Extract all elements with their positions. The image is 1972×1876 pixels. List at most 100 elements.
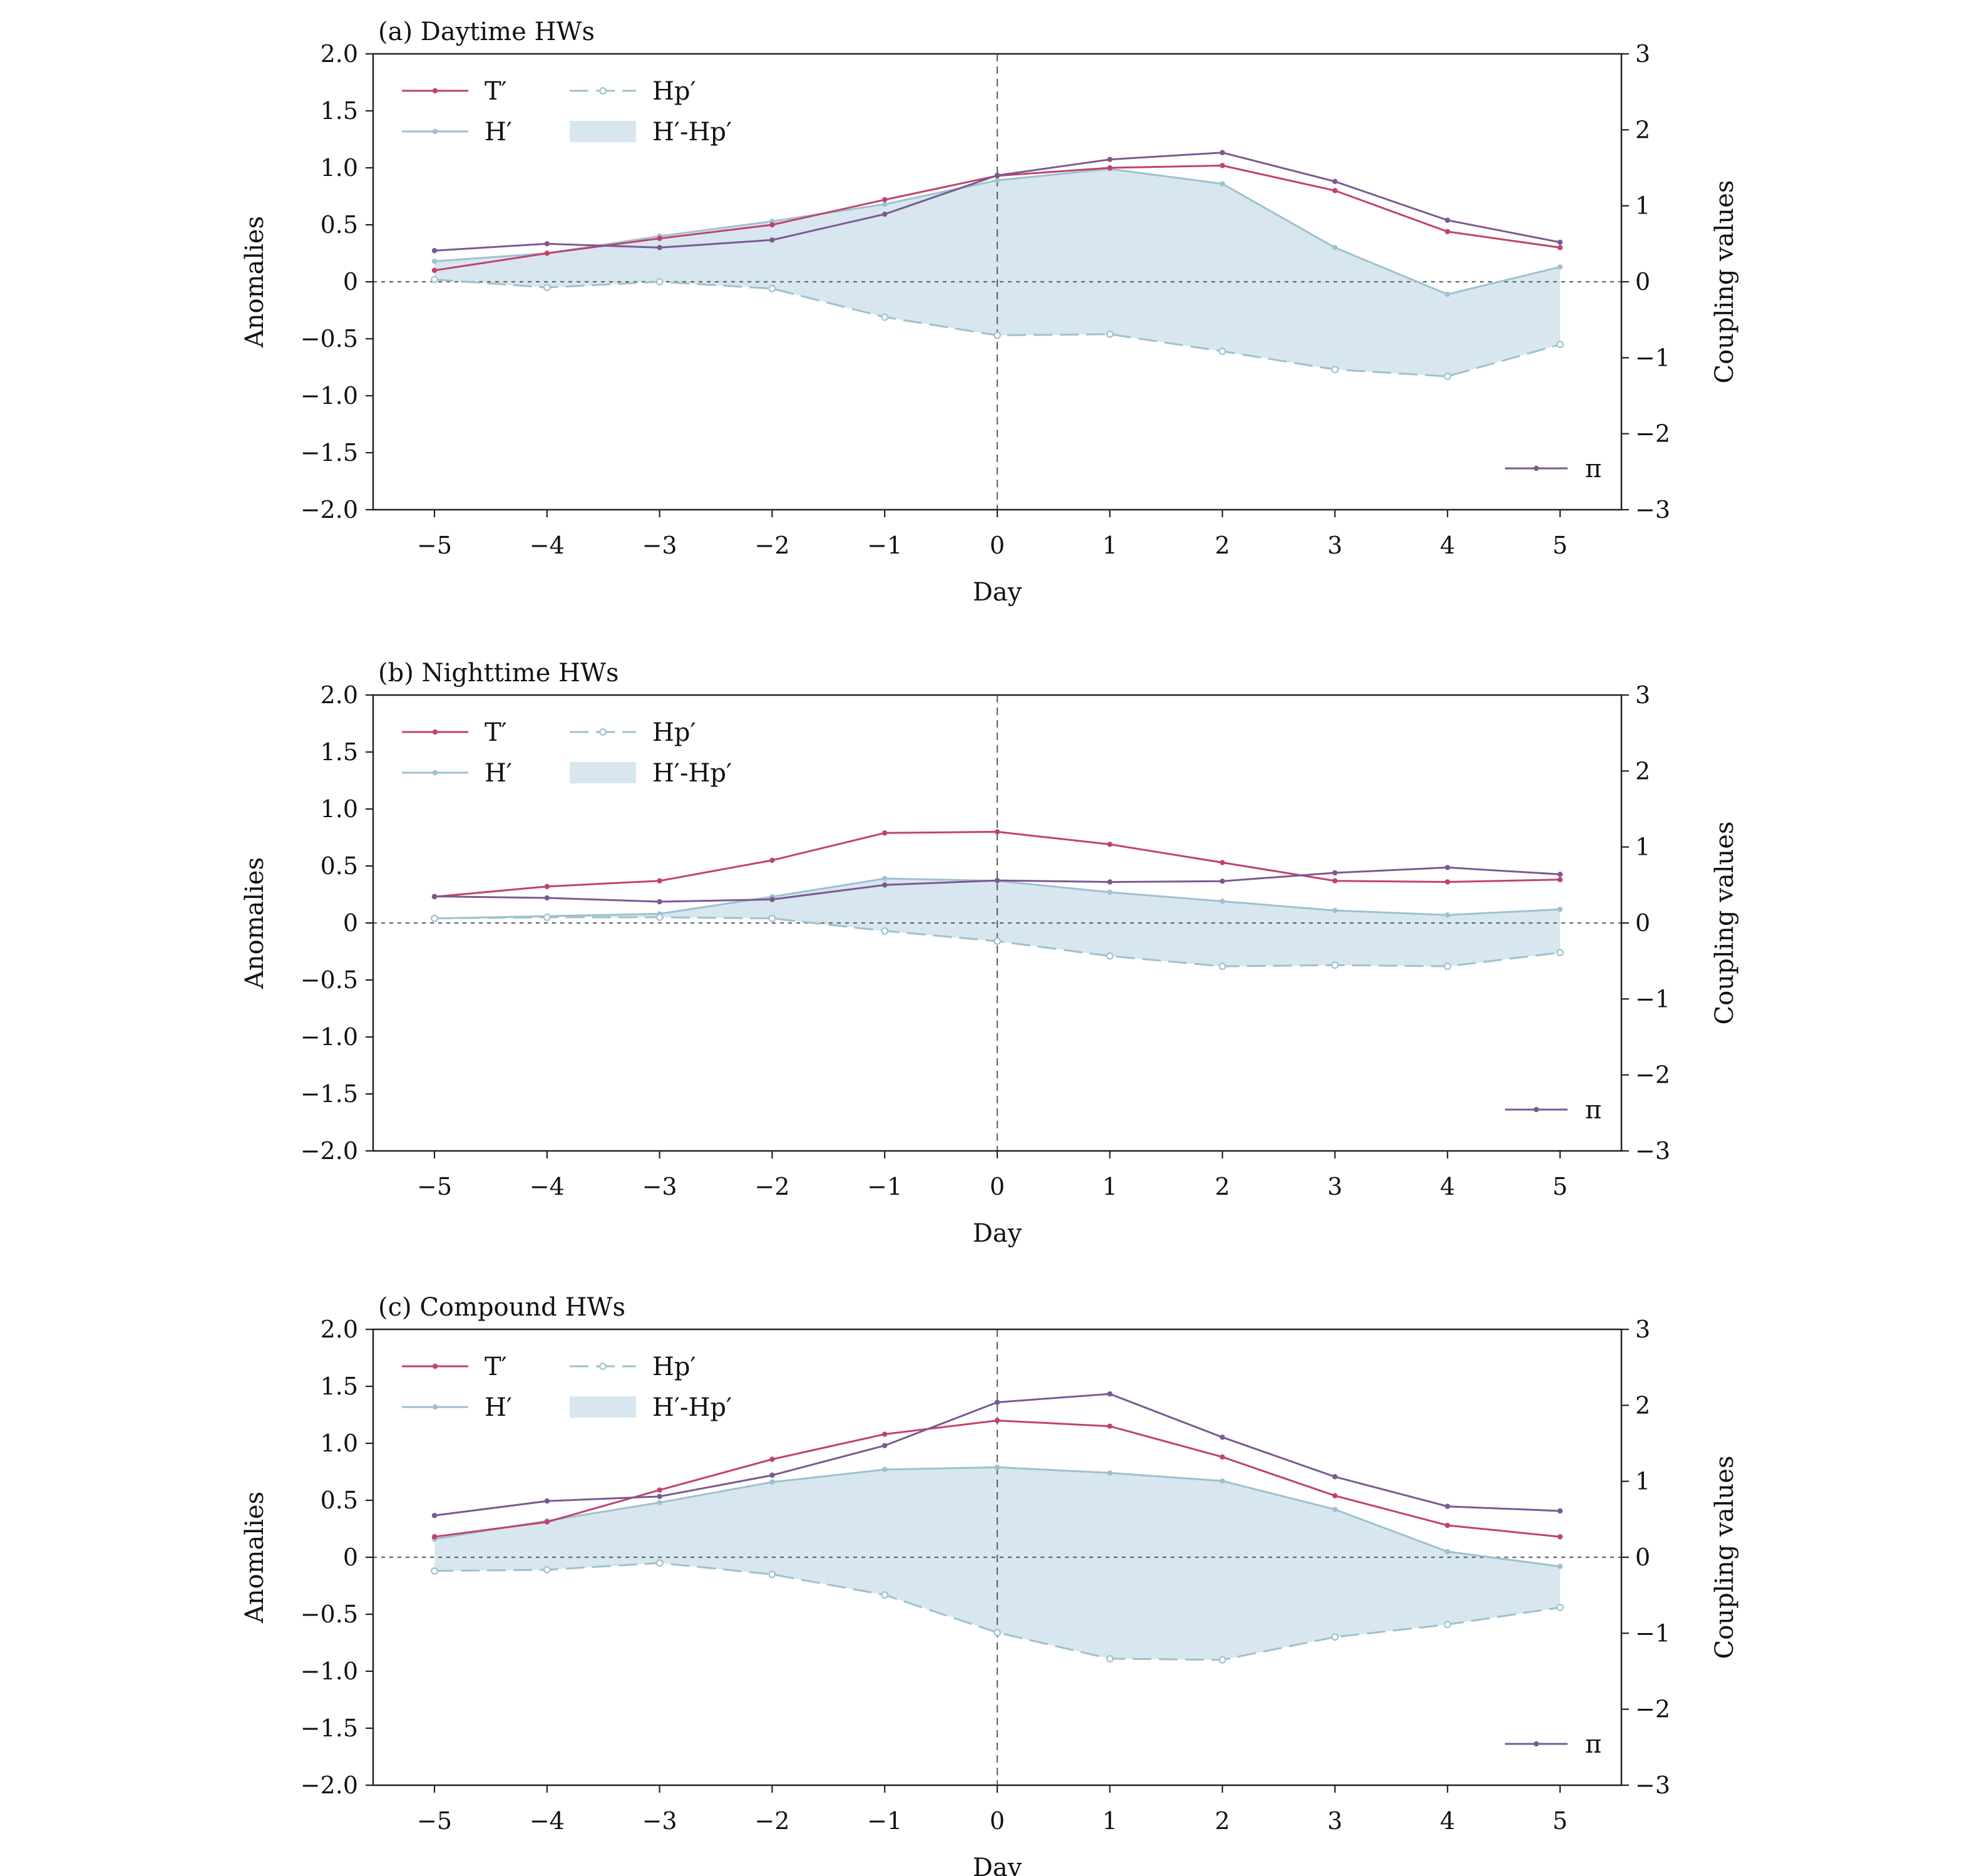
data-point-pi bbox=[657, 1493, 662, 1500]
x-tick-label: 0 bbox=[990, 1173, 1005, 1200]
left-tick-label: 2.0 bbox=[321, 681, 358, 709]
data-point-h bbox=[994, 1465, 1000, 1470]
data-point-pi bbox=[1220, 150, 1225, 155]
legend-label: T′ bbox=[485, 1353, 507, 1381]
chart-panel-1: −2.0 −1.5 −1.0 −0.5 0 0.5 1.0 1.5 2.0 −3 −2 −1 0 1 2 3 −… bbox=[240, 18, 1739, 607]
data-point-pi bbox=[769, 237, 775, 243]
data-point-hp bbox=[655, 278, 664, 286]
legend-marker-pi bbox=[1533, 1741, 1539, 1747]
data-point-hp bbox=[881, 313, 889, 321]
panel-title: (b) Nighttime HWs bbox=[378, 659, 619, 688]
data-point-pi bbox=[994, 172, 1000, 178]
legend-label: Hp′ bbox=[652, 77, 696, 106]
data-point-hp bbox=[994, 937, 1001, 946]
data-point-h bbox=[1445, 912, 1451, 918]
data-point-t bbox=[1332, 878, 1338, 884]
data-point-pi bbox=[431, 894, 438, 899]
panel-title: (c) Compound HWs bbox=[378, 1293, 625, 1322]
data-point-t bbox=[882, 830, 888, 836]
legend-marker-pi bbox=[1533, 465, 1539, 472]
data-point-h bbox=[657, 1500, 662, 1505]
data-point-t bbox=[1332, 1493, 1338, 1498]
x-tick-label: −2 bbox=[754, 1807, 789, 1835]
data-point-hp bbox=[1106, 1655, 1114, 1662]
legend-marker-hp bbox=[599, 87, 607, 95]
data-point-h bbox=[1445, 291, 1451, 297]
left-tick-label: 1.5 bbox=[321, 738, 358, 766]
data-point-t bbox=[544, 1519, 550, 1525]
left-tick-label: 1.0 bbox=[321, 1430, 358, 1457]
left-tick-label: 0.5 bbox=[321, 852, 358, 880]
data-point-t bbox=[882, 1431, 888, 1437]
data-point-hp bbox=[768, 1570, 776, 1579]
right-tick-label: −2 bbox=[1635, 420, 1670, 448]
legend-label: T′ bbox=[485, 718, 507, 747]
data-point-t bbox=[882, 197, 888, 203]
data-point-pi bbox=[1445, 865, 1451, 870]
legend-label-pi: π bbox=[1585, 455, 1601, 483]
x-tick-label: 5 bbox=[1553, 532, 1568, 559]
left-tick-label: −2.0 bbox=[300, 1771, 358, 1799]
data-point-hp bbox=[543, 284, 551, 292]
data-point-hp bbox=[543, 913, 551, 921]
data-point-h bbox=[882, 202, 888, 207]
data-point-h bbox=[431, 259, 438, 264]
data-point-hp bbox=[1218, 348, 1226, 355]
left-tick-label: 0 bbox=[343, 1544, 358, 1571]
data-point-t bbox=[431, 1534, 438, 1540]
left-tick-label: −1.0 bbox=[300, 382, 358, 410]
data-point-t bbox=[1220, 163, 1225, 168]
data-point-hp bbox=[1444, 962, 1452, 971]
data-point-t bbox=[657, 878, 662, 884]
data-point-h bbox=[882, 1466, 888, 1473]
right-tick-label: −3 bbox=[1635, 496, 1670, 523]
data-point-pi bbox=[1332, 1474, 1338, 1480]
data-point-pi bbox=[544, 241, 550, 247]
data-point-t bbox=[1332, 188, 1338, 193]
left-tick-label: −1.0 bbox=[300, 1657, 358, 1685]
legend-marker-t bbox=[432, 1363, 438, 1369]
y-axis-label: Anomalies bbox=[240, 857, 269, 989]
legend-marker-t bbox=[432, 88, 438, 94]
legend-marker-hp bbox=[599, 728, 607, 736]
legend-label: H′ bbox=[485, 759, 512, 788]
data-point-h bbox=[882, 875, 888, 882]
right-tick-label: 0 bbox=[1635, 268, 1650, 296]
x-axis-label: Day bbox=[973, 1219, 1022, 1248]
legend-swatch-fill bbox=[570, 762, 636, 783]
left-tick-label: 0 bbox=[343, 268, 358, 296]
data-point-h bbox=[769, 1479, 775, 1485]
right-tick-label: −3 bbox=[1635, 1137, 1670, 1165]
legend-marker-hp bbox=[599, 1363, 607, 1370]
right-tick-label: 2 bbox=[1635, 116, 1650, 143]
right-tick-label: 1 bbox=[1635, 192, 1650, 220]
data-point-h bbox=[1557, 906, 1563, 912]
data-point-t bbox=[1445, 879, 1451, 885]
data-point-pi bbox=[1557, 1508, 1563, 1514]
data-point-h bbox=[1107, 1470, 1113, 1476]
data-point-t bbox=[994, 1418, 1000, 1423]
x-tick-label: 5 bbox=[1553, 1173, 1568, 1200]
right-tick-label: 3 bbox=[1635, 681, 1650, 709]
x-tick-label: −5 bbox=[417, 1173, 452, 1200]
data-point-hp bbox=[768, 285, 776, 292]
legend-label: Hp′ bbox=[652, 1353, 696, 1381]
data-point-t bbox=[1107, 165, 1113, 171]
right-tick-label: −1 bbox=[1635, 344, 1670, 371]
left-tick-label: 1.5 bbox=[321, 1373, 358, 1400]
x-tick-label: −3 bbox=[642, 532, 677, 559]
data-point-pi bbox=[882, 211, 888, 217]
x-tick-label: 0 bbox=[990, 532, 1005, 559]
data-point-pi bbox=[994, 1399, 1000, 1405]
data-point-t bbox=[1107, 842, 1113, 847]
legend: T′ Hp′ H′ H′-Hp′ π bbox=[402, 718, 1601, 1125]
data-point-h bbox=[994, 177, 1000, 183]
panel-title: (a) Daytime HWs bbox=[378, 18, 595, 46]
x-tick-label: −4 bbox=[530, 1173, 565, 1200]
data-point-hp bbox=[431, 276, 438, 284]
data-point-hp bbox=[1331, 366, 1339, 374]
data-point-h bbox=[1557, 1564, 1563, 1569]
data-point-hp bbox=[1444, 1621, 1452, 1629]
legend: T′ Hp′ H′ H′-Hp′ π bbox=[402, 1353, 1601, 1759]
x-tick-label: −1 bbox=[867, 1807, 902, 1835]
